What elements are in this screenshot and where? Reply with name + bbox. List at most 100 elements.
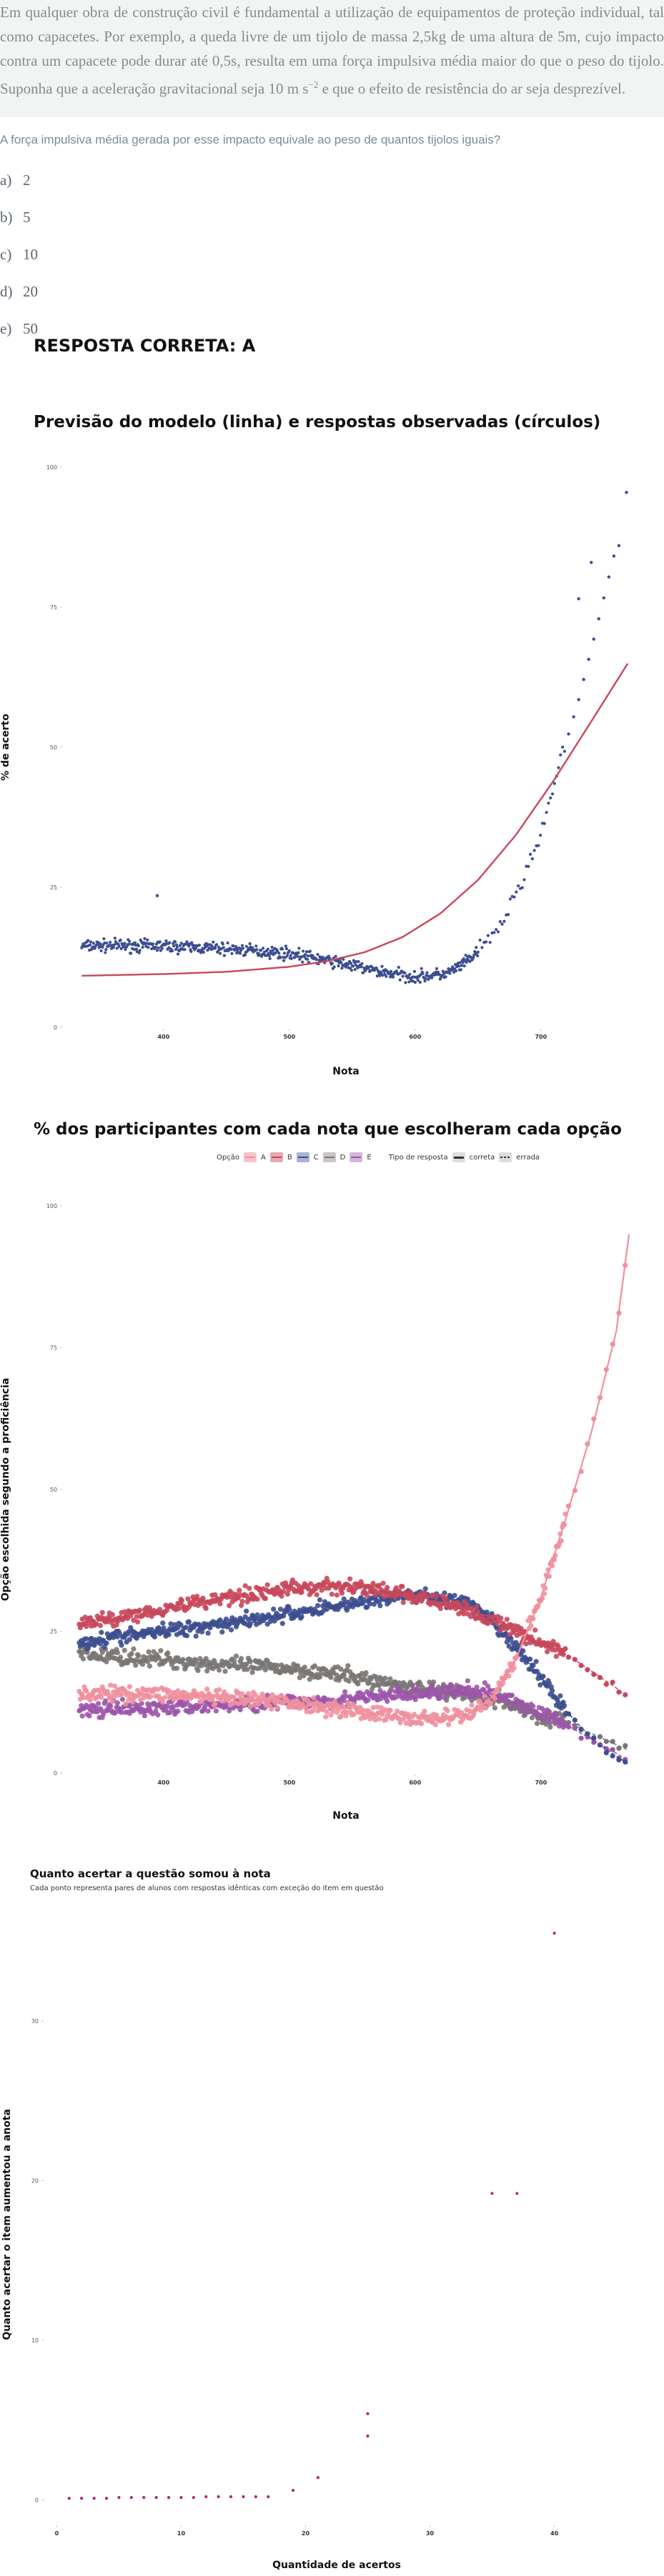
gain-point — [129, 2496, 133, 2500]
observed-point — [214, 947, 217, 950]
y-tick-label: 100 — [46, 464, 57, 471]
observed-point — [582, 677, 585, 682]
series-points-a — [76, 1262, 628, 1727]
series-point — [324, 1709, 329, 1714]
observed-point — [413, 981, 417, 984]
observed-point — [171, 949, 174, 953]
observed-point — [197, 944, 202, 947]
correct-answer: RESPOSTA CORRETA: A — [34, 336, 256, 356]
observed-point — [506, 913, 510, 917]
series-point — [465, 1678, 470, 1684]
observed-point — [587, 657, 590, 662]
observed-point — [330, 962, 334, 965]
series-point — [202, 1703, 208, 1709]
observed-point — [137, 951, 141, 954]
observed-point — [172, 944, 176, 948]
x-axis-label: Nota — [332, 1066, 359, 1077]
observed-point — [306, 954, 310, 958]
y-tick-label: 20 — [31, 2178, 39, 2185]
series-point — [80, 1694, 86, 1700]
alternative-c: c) 10 — [0, 246, 38, 263]
series-point — [585, 1667, 590, 1672]
gain-point — [366, 2412, 370, 2415]
observed-point — [187, 944, 191, 948]
series-point — [534, 1720, 540, 1727]
series-point — [425, 1594, 430, 1600]
question-text: A força impulsiva média gerada por esse … — [0, 133, 501, 146]
series-point — [194, 1594, 200, 1599]
observed-point — [348, 967, 352, 970]
series-point — [284, 1591, 290, 1597]
observed-point — [88, 943, 92, 947]
observed-point — [597, 617, 600, 621]
observed-point — [332, 965, 336, 969]
series-point — [328, 1674, 334, 1680]
series-point — [84, 1636, 89, 1642]
series-point — [96, 1701, 101, 1707]
series-line-a — [465, 1234, 630, 1717]
series-point — [395, 1708, 400, 1714]
series-point — [97, 1622, 104, 1629]
observed-point — [134, 947, 138, 951]
stem-text-tail: e que o efeito de resistência do ar seja… — [318, 80, 626, 97]
series-point — [249, 1697, 255, 1702]
observed-point — [465, 961, 468, 964]
series-point — [124, 1690, 131, 1696]
y-axis-label: Quanto acertar o item aumentou a anota — [1, 2109, 13, 2340]
observed-point — [542, 822, 546, 825]
observed-point — [547, 802, 550, 805]
series-point — [237, 1587, 242, 1593]
observed-point — [538, 834, 542, 837]
chart2-svg: 0 25 50 75 100 400 500 600 700 Nota Opção escolhid… — [0, 1203, 630, 1822]
observed-point — [488, 941, 492, 944]
alternative-a: a) 2 — [0, 171, 31, 189]
series-point — [522, 1709, 528, 1715]
observed-point — [567, 732, 570, 736]
series-point — [299, 1702, 306, 1707]
series-point — [299, 1589, 304, 1595]
observed-point — [226, 941, 229, 945]
x-tick-label: 40 — [550, 2530, 559, 2537]
observed-point — [360, 965, 363, 969]
series-point — [558, 1693, 563, 1699]
series-point — [133, 1662, 139, 1668]
x-axis-label: Quantidade de acertos — [272, 2560, 401, 2571]
series-point — [297, 1674, 302, 1681]
observed-point — [128, 939, 132, 943]
series-point — [99, 1609, 105, 1615]
series-point — [80, 1656, 86, 1662]
series-point — [101, 1644, 107, 1650]
series-point — [96, 1687, 102, 1693]
series-point — [603, 1749, 609, 1756]
series-point — [99, 1629, 104, 1635]
gain-point — [154, 2496, 158, 2500]
observed-point — [99, 949, 103, 953]
observed-point — [498, 919, 502, 924]
observed-point — [425, 971, 429, 974]
observed-point — [119, 938, 122, 942]
observed-point — [168, 941, 172, 944]
observed-point — [212, 940, 215, 944]
series-point — [509, 1692, 515, 1698]
series-point — [363, 1669, 369, 1676]
observed-point — [478, 938, 482, 942]
series-point — [385, 1699, 390, 1704]
series-point — [228, 1627, 234, 1633]
series-point — [99, 1694, 104, 1700]
observed-point — [308, 949, 312, 953]
observed-point — [303, 953, 307, 957]
series-point — [303, 1704, 309, 1711]
series-point — [178, 1622, 184, 1628]
series-point — [442, 1695, 447, 1701]
chart3-svg: 0 10 20 30 0 10 20 30 40 Quantidade de acertos Qua… — [1, 1932, 559, 2571]
series-point — [222, 1689, 227, 1694]
series-point — [314, 1602, 321, 1609]
observed-point — [340, 967, 344, 970]
series-point — [136, 1653, 142, 1659]
observed-point — [271, 949, 274, 952]
series-point — [464, 1690, 470, 1696]
series-point — [279, 1692, 284, 1698]
series-point — [112, 1709, 119, 1715]
series-point — [119, 1709, 124, 1715]
observed-point — [500, 922, 504, 926]
